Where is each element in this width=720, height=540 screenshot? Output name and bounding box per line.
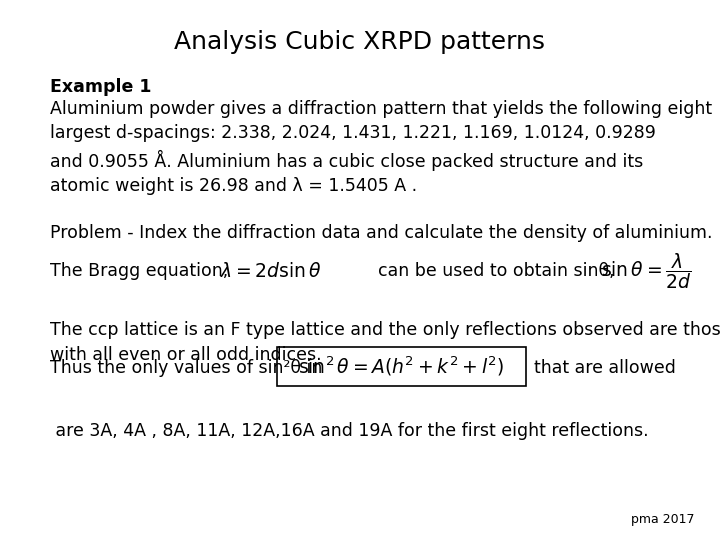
Text: are 3A, 4A , 8A, 11A, 12A,16A and 19A for the first eight reflections.: are 3A, 4A , 8A, 11A, 12A,16A and 19A fo…	[50, 422, 649, 440]
Text: The ccp lattice is an F type lattice and the only reflections observed are those: The ccp lattice is an F type lattice and…	[50, 321, 720, 363]
Text: $\sin^2\theta = A(h^2 + k^2 + l^2)$: $\sin^2\theta = A(h^2 + k^2 + l^2)$	[298, 355, 505, 379]
Text: pma 2017: pma 2017	[631, 514, 695, 526]
Text: can be used to obtain sinθ,: can be used to obtain sinθ,	[378, 262, 615, 280]
Text: The Bragg equation,: The Bragg equation,	[50, 262, 229, 280]
Text: Analysis Cubic XRPD patterns: Analysis Cubic XRPD patterns	[174, 30, 546, 53]
Text: $\lambda = 2d\sin\theta$: $\lambda = 2d\sin\theta$	[220, 261, 321, 281]
FancyBboxPatch shape	[277, 347, 526, 386]
Text: Aluminium powder gives a diffraction pattern that yields the following eight
lar: Aluminium powder gives a diffraction pat…	[50, 100, 713, 195]
Text: Thus the only values of sin²θ in: Thus the only values of sin²θ in	[50, 359, 323, 377]
Text: Problem - Index the diffraction data and calculate the density of aluminium.: Problem - Index the diffraction data and…	[50, 224, 713, 242]
Text: that are allowed: that are allowed	[534, 359, 676, 377]
Text: $\sin\theta = \dfrac{\lambda}{2d}$: $\sin\theta = \dfrac{\lambda}{2d}$	[601, 251, 691, 291]
Text: Example 1: Example 1	[50, 78, 152, 96]
